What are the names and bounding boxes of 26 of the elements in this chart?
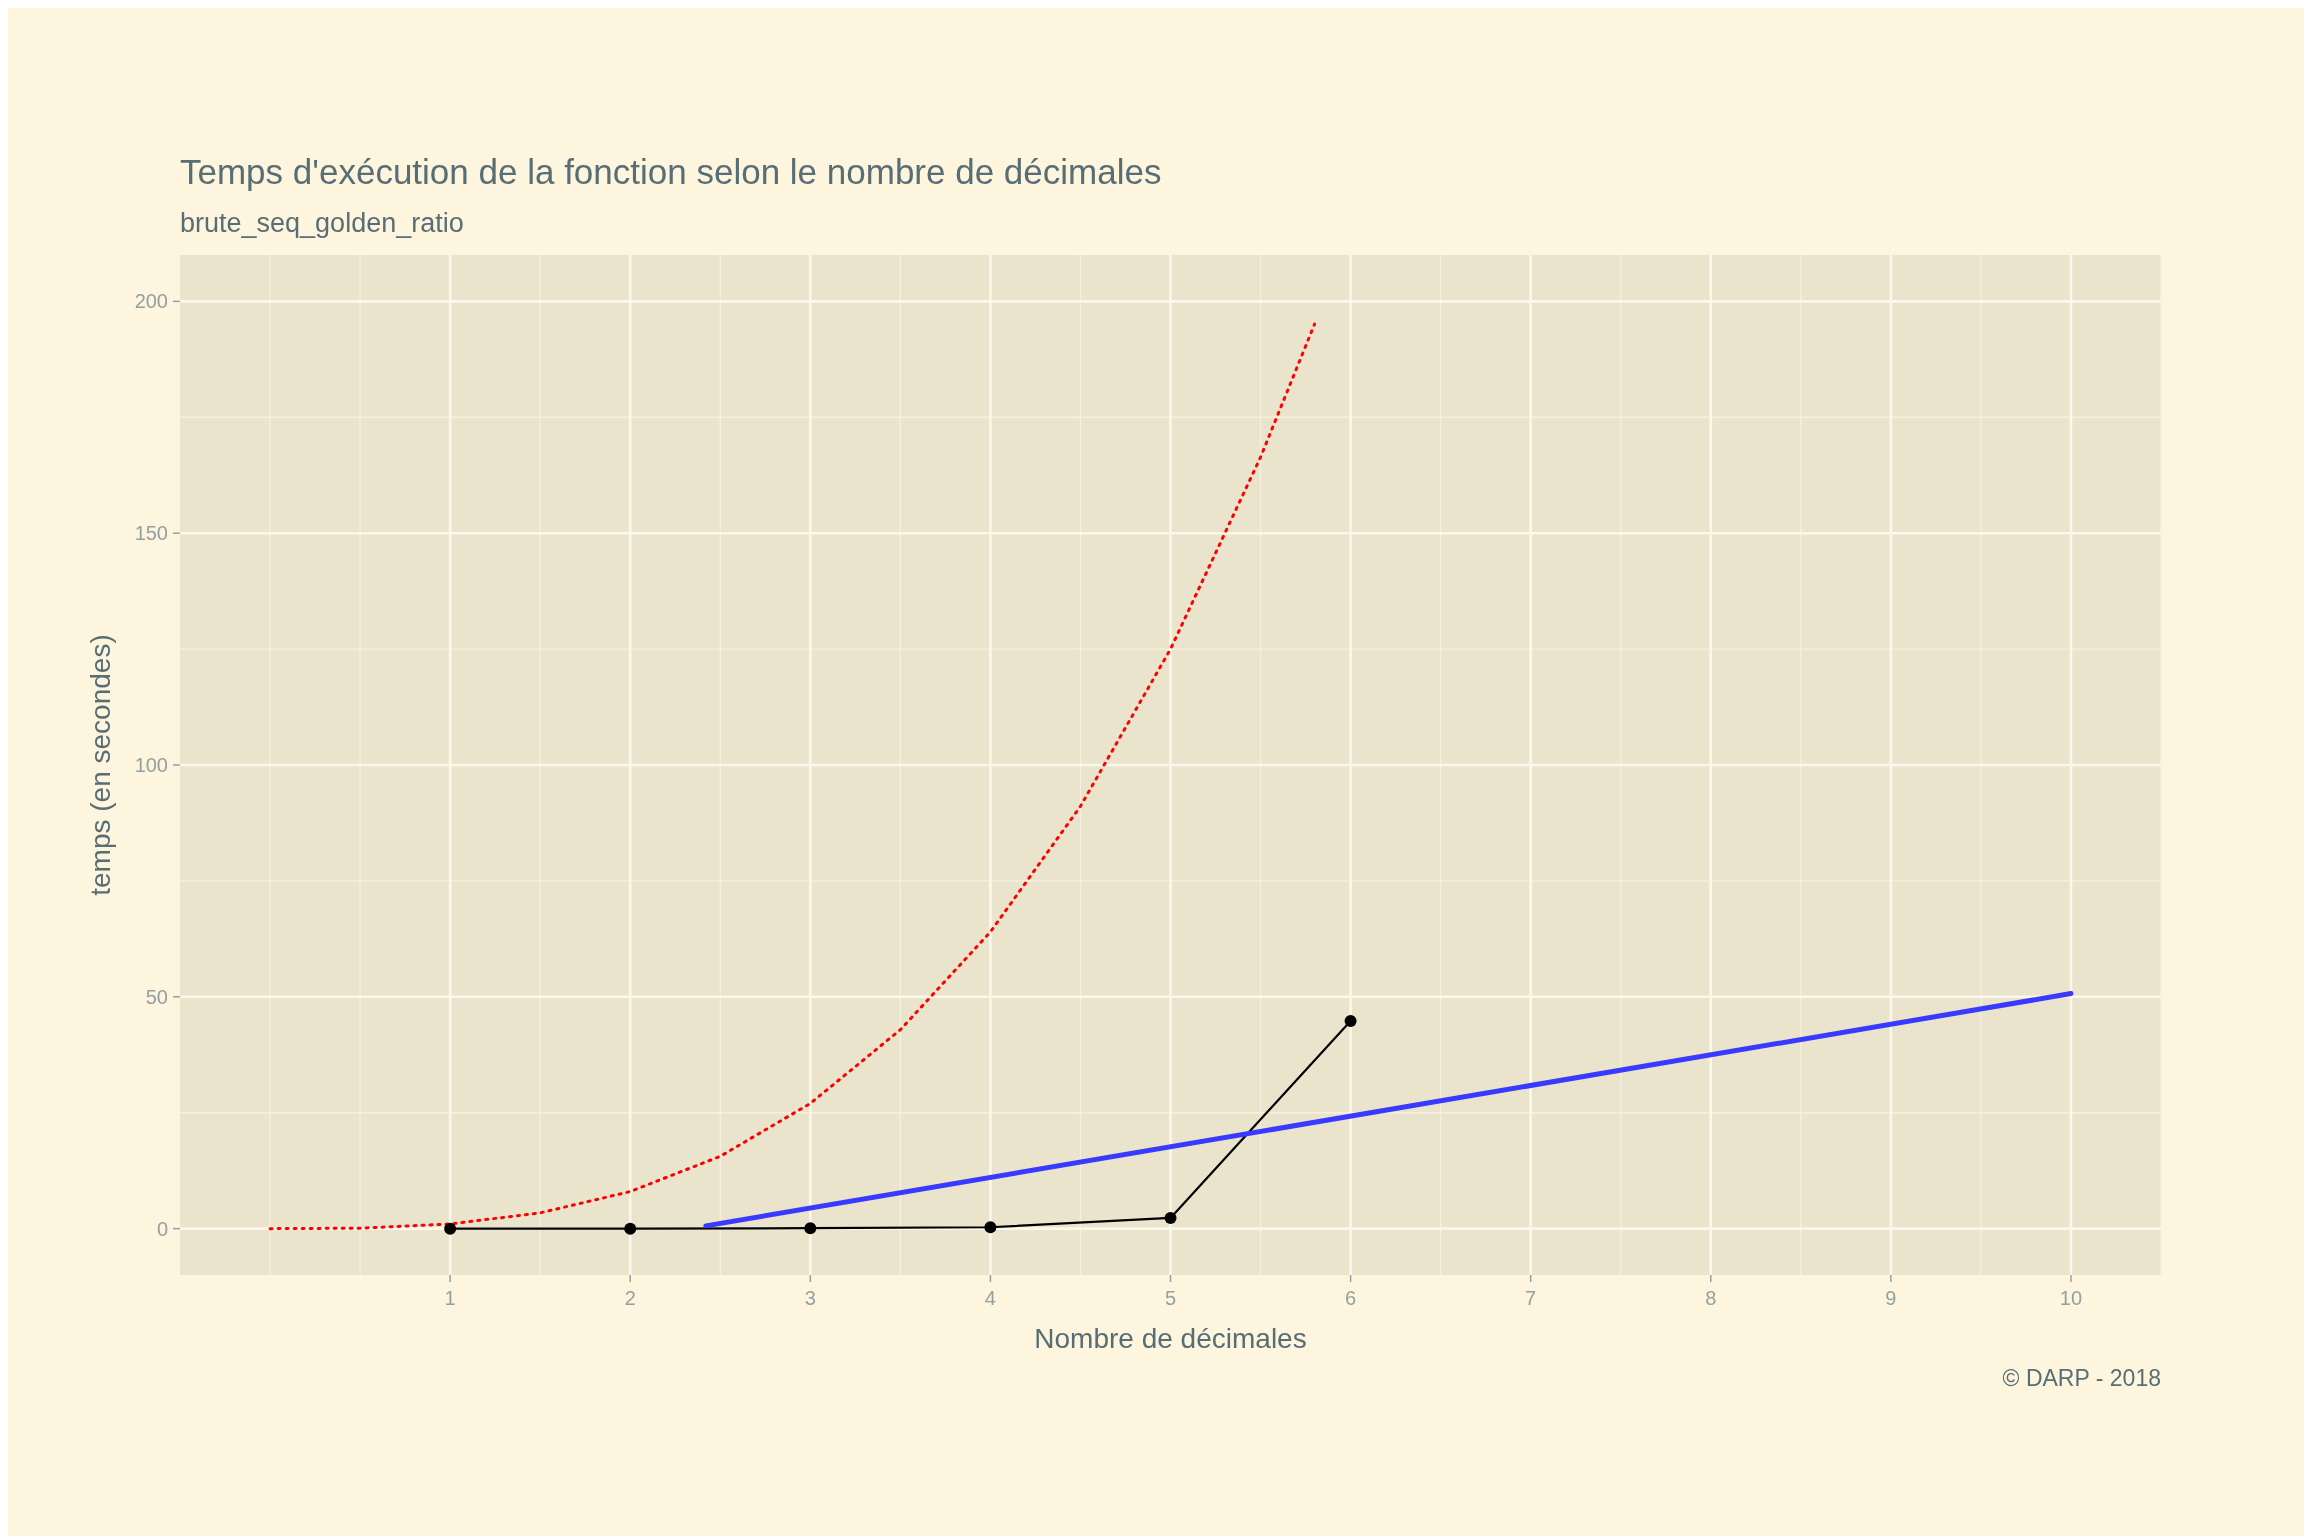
y-axis-title: temps (en secondes): [85, 634, 116, 896]
point: [804, 1222, 817, 1235]
x-tick-label: 10: [2059, 1287, 2083, 1309]
x-tick-label: 7: [1525, 1287, 1537, 1309]
x-tick-label: 3: [804, 1287, 816, 1309]
point: [1344, 1014, 1357, 1027]
chart-subtitle: brute_seq_golden_ratio: [180, 208, 464, 238]
x-tick-label: 4: [984, 1287, 996, 1309]
y-tick-label: 150: [134, 522, 168, 545]
x-tick-label: 8: [1705, 1287, 1717, 1309]
point: [624, 1222, 637, 1235]
x-tick-label: 5: [1164, 1287, 1177, 1309]
x-axis-title: Nombre de décimales: [1034, 1323, 1307, 1354]
chart-title: Temps d'exécution de la fonction selon le nombre de décimales: [180, 152, 1162, 191]
x-tick-label: 6: [1345, 1287, 1357, 1309]
y-tick-label: 0: [156, 1217, 168, 1240]
point: [444, 1222, 457, 1235]
point: [984, 1221, 997, 1234]
text: © DARP - 2018: [2002, 1365, 2161, 1391]
y-tick-label: 200: [134, 290, 168, 313]
x-tick-label: 1: [444, 1287, 456, 1309]
x-tick-label: 2: [624, 1287, 636, 1309]
point: [1164, 1211, 1177, 1224]
y-tick-label: 100: [134, 754, 168, 776]
x-tick-label: 9: [1885, 1287, 1897, 1309]
y-tick-label: 50: [145, 985, 168, 1008]
